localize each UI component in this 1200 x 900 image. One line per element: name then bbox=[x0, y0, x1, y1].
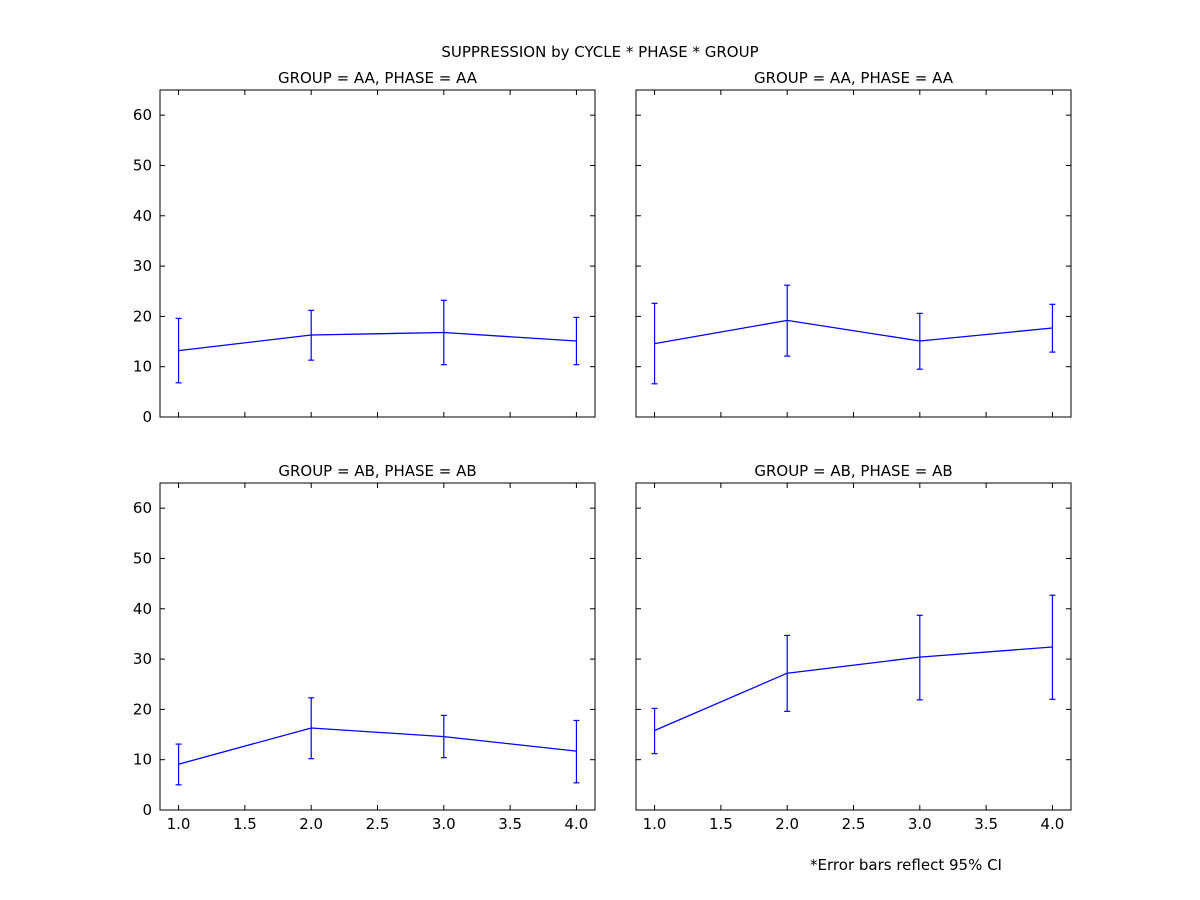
y-tick-label: 10 bbox=[133, 751, 152, 769]
subplot-title: GROUP = AB, PHASE = AB bbox=[278, 462, 476, 480]
error-bar bbox=[308, 697, 315, 760]
x-tick-label: 2.5 bbox=[842, 815, 866, 833]
y-tick-label: 60 bbox=[133, 106, 152, 124]
y-tick-label: 30 bbox=[133, 257, 152, 275]
x-tick-label: 1.5 bbox=[233, 815, 257, 833]
subplot-title: GROUP = AA, PHASE = AA bbox=[754, 69, 954, 87]
x-tick-label: 3.0 bbox=[432, 815, 456, 833]
y-tick-label: 20 bbox=[133, 307, 152, 325]
error-bar-footnote: *Error bars reflect 95% CI bbox=[810, 856, 1002, 874]
error-bar bbox=[784, 284, 791, 357]
subplot-3: GROUP = AB, PHASE = AB 0 10 20 30 40 50 60 1.0 1.… bbox=[133, 462, 596, 833]
x-tick-label: 2.0 bbox=[775, 815, 799, 833]
subplot-title: GROUP = AB, PHASE = AB bbox=[754, 462, 952, 480]
x-tick-label: 2.5 bbox=[366, 815, 390, 833]
x-tick-label: 4.0 bbox=[1041, 815, 1065, 833]
y-tick-label: 0 bbox=[142, 408, 152, 426]
y-tick-label: 40 bbox=[133, 600, 152, 618]
error-bar bbox=[784, 634, 791, 712]
axes-frame bbox=[159, 89, 596, 418]
y-tick-label: 10 bbox=[133, 358, 152, 376]
error-bar bbox=[308, 309, 315, 361]
axes-frame bbox=[635, 89, 1072, 418]
y-tick-label: 40 bbox=[133, 207, 152, 225]
y-tick-label: 50 bbox=[133, 549, 152, 567]
error-bar bbox=[1049, 303, 1056, 353]
subplot-2: GROUP = AA, PHASE = AA bbox=[635, 69, 1072, 418]
x-tick-label: 1.0 bbox=[643, 815, 667, 833]
x-tick-label: 3.5 bbox=[498, 815, 522, 833]
x-tick-label: 1.5 bbox=[709, 815, 733, 833]
error-bar bbox=[573, 719, 580, 784]
error-bar bbox=[440, 299, 447, 366]
x-tick-label: 3.0 bbox=[908, 815, 932, 833]
axes-frame bbox=[159, 482, 596, 811]
x-tick-label: 4.0 bbox=[565, 815, 589, 833]
y-tick-label: 30 bbox=[133, 650, 152, 668]
series-line bbox=[178, 727, 577, 765]
subplot-grid: GROUP = AA, PHASE = AA0102030405060GROUP… bbox=[133, 69, 1072, 833]
series-line bbox=[654, 319, 1053, 345]
subplot-4: GROUP = AB, PHASE = AB 1.0 1.5 2.0 2.5 3.0 3.5… bbox=[635, 462, 1072, 833]
y-tick-label: 50 bbox=[133, 156, 152, 174]
error-bar bbox=[651, 302, 658, 385]
figure-title: SUPPRESSION by CYCLE * PHASE * GROUP bbox=[441, 43, 758, 61]
subplot-1: GROUP = AA, PHASE = AA 0 10 20 30 40 50 60 bbox=[133, 69, 596, 426]
axes-frame bbox=[635, 482, 1072, 811]
error-bar bbox=[175, 317, 182, 384]
error-bar bbox=[651, 707, 658, 755]
error-bar bbox=[573, 316, 580, 366]
x-tick-label: 1.0 bbox=[167, 815, 191, 833]
error-bar bbox=[916, 614, 923, 701]
x-tick-label: 3.5 bbox=[974, 815, 998, 833]
series-line bbox=[178, 331, 577, 352]
y-tick-label: 0 bbox=[142, 801, 152, 819]
y-tick-label: 60 bbox=[133, 499, 152, 517]
error-bar bbox=[1049, 594, 1056, 700]
error-bar bbox=[175, 743, 182, 786]
error-bar bbox=[916, 312, 923, 370]
subplot-title: GROUP = AA, PHASE = AA bbox=[278, 69, 478, 87]
x-tick-label: 2.0 bbox=[299, 815, 323, 833]
y-tick-label: 20 bbox=[133, 700, 152, 718]
error-bar bbox=[440, 714, 447, 759]
series-line bbox=[654, 646, 1053, 732]
